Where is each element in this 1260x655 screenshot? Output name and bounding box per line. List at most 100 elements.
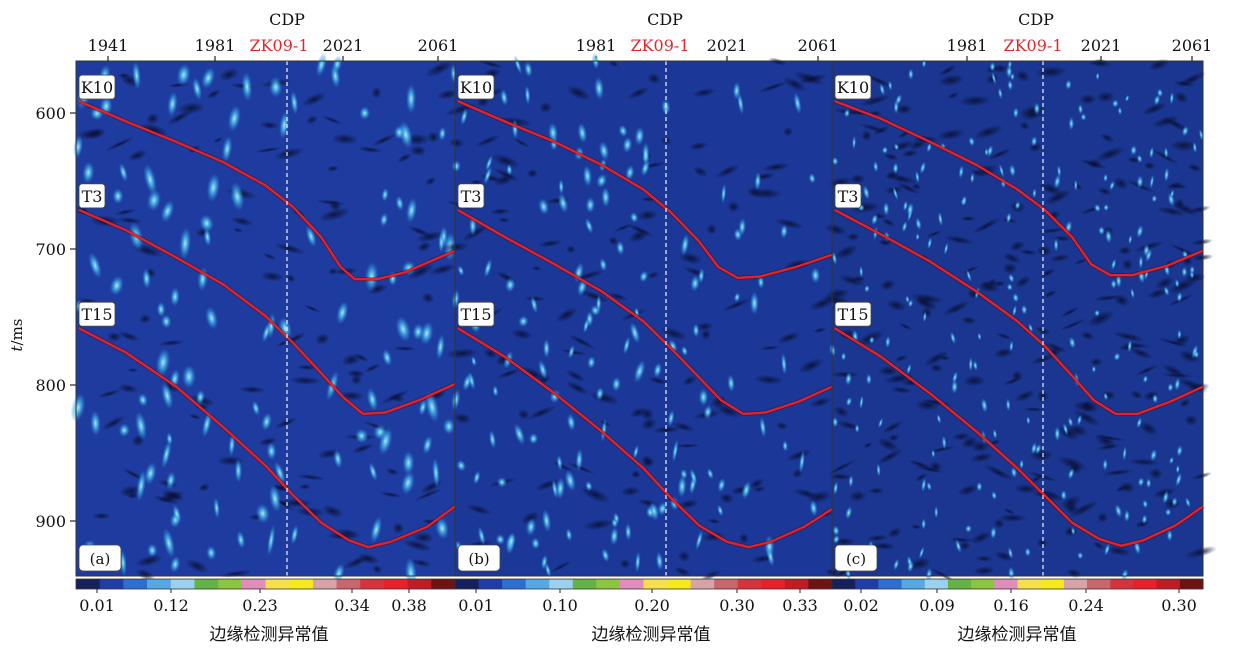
y-axis-label: t/ms xyxy=(8,318,26,351)
colorbar-swatch xyxy=(194,579,219,589)
colorbar-swatch xyxy=(360,579,385,589)
colorbar-swatch xyxy=(123,579,148,589)
colorbar-tick-label: 0.30 xyxy=(719,596,755,615)
horizon-label-t3: T3 xyxy=(82,187,103,206)
cdp-tick-label: 2021 xyxy=(1081,36,1122,55)
colorbar-swatch xyxy=(643,579,668,589)
horizon-line-t15 xyxy=(78,327,456,549)
colorbar-swatch xyxy=(1040,579,1065,589)
horizons-a: K10 T3 T15 xyxy=(77,74,457,550)
colorbar-swatch xyxy=(714,579,739,589)
colorbar-swatch xyxy=(289,579,314,589)
panel-c: CDP 1981 2021 2061 ZK09-1 K10 T3 T15 (c) 0.0… xyxy=(821,10,1218,645)
well-label-c: ZK09-1 xyxy=(1003,36,1062,55)
colorbar-swatch xyxy=(241,579,266,589)
colorbar-swatch xyxy=(1063,579,1088,589)
horizons-c: K10 T3 T15 xyxy=(833,74,1205,548)
horizon-label-k10: K10 xyxy=(460,78,492,97)
colorbar-swatch xyxy=(994,579,1018,589)
colorbar-swatch xyxy=(1110,579,1134,589)
horizon-label-box xyxy=(457,183,485,209)
colorbar-tick-label: 0.01 xyxy=(79,596,115,615)
colorbar-swatch xyxy=(737,579,762,589)
texture-b xyxy=(441,52,837,581)
horizon-label-t15: T15 xyxy=(81,305,112,324)
y-tick-label: 600 xyxy=(35,104,66,123)
cdp-axis-title-c: CDP xyxy=(1018,10,1054,29)
panel-tag-a: (a) xyxy=(90,550,111,568)
horizon-label-k10: K10 xyxy=(81,78,113,97)
well-label-b: ZK09-1 xyxy=(630,36,689,55)
colorbar-swatch xyxy=(761,579,786,589)
colorbar-tick-label: 0.10 xyxy=(542,596,578,615)
cdp-tick-label: 2061 xyxy=(1172,36,1213,55)
colorbar-swatch xyxy=(619,579,644,589)
colorbar-tick-label: 0.20 xyxy=(634,596,670,615)
cdp-tick-label: 1981 xyxy=(576,36,617,55)
colorbar-swatch xyxy=(525,579,550,589)
colorbar-swatch xyxy=(1156,579,1181,589)
colorbar-swatch xyxy=(336,579,361,589)
colorbar-tick-label: 0.24 xyxy=(1068,596,1104,615)
colorbar-swatch xyxy=(572,579,597,589)
cdp-ticks-b: 1981 2021 2061 xyxy=(576,36,839,61)
well-label-a: ZK09-1 xyxy=(249,36,308,55)
panel-tag-b: (b) xyxy=(468,550,489,568)
cdp-tick-label: 2021 xyxy=(707,36,748,55)
colorbar-swatch xyxy=(383,579,409,589)
colorbar-tick-label: 0.23 xyxy=(242,596,278,615)
colorbar-swatch xyxy=(1133,579,1158,589)
cdp-tick-label: 1981 xyxy=(947,36,988,55)
colorbar-a: 0.01 0.12 0.23 0.34 0.38 xyxy=(75,578,456,615)
horizon-line-t15 xyxy=(834,327,1204,547)
colorbar-swatch xyxy=(502,579,527,589)
colorbar-swatch xyxy=(170,579,195,589)
panel-tag-c: (c) xyxy=(846,550,866,568)
cdp-tick-label: 1941 xyxy=(88,36,129,55)
colorbar-swatch xyxy=(690,579,715,589)
colorbar-swatch xyxy=(407,579,432,589)
panel-bg-c xyxy=(832,61,1203,576)
colorbar-swatch xyxy=(1017,579,1042,589)
horizon-line-k10 xyxy=(834,99,1204,277)
cdp-tick-label: 2061 xyxy=(798,36,839,55)
colorbar-swatch xyxy=(924,579,949,589)
colorbar-tick-label: 0.12 xyxy=(153,596,189,615)
colorbar-swatch xyxy=(549,579,574,589)
horizon-line-t3 xyxy=(457,208,833,416)
cdp-ticks-c: 1981 2021 2061 xyxy=(947,36,1213,61)
cdp-tick-label: 1981 xyxy=(195,36,236,55)
colorbar-swatch xyxy=(855,579,879,589)
horizon-label-t15: T15 xyxy=(460,305,491,324)
y-tick-label: 700 xyxy=(35,240,66,259)
colorbar-swatch xyxy=(878,579,903,589)
horizon-line-t3 xyxy=(78,208,456,416)
colorbar-swatch xyxy=(947,579,972,589)
colorbar-swatch xyxy=(76,579,101,589)
cdp-ticks-a: 1941 1981 2021 2061 xyxy=(88,36,459,61)
y-axis: t/ms 600 700 800 900 xyxy=(8,104,76,531)
y-tick-label: 900 xyxy=(35,512,66,531)
colorbar-swatch xyxy=(478,579,503,589)
cdp-axis-title-a: CDP xyxy=(269,10,305,29)
horizon-label-box xyxy=(78,74,116,100)
colorbar-swatch xyxy=(901,579,926,589)
panel-a: CDP 1941 1981 2021 2061 ZK09-1 K10 T3 T15 (a)… xyxy=(70,10,460,645)
horizon-label-t3: T3 xyxy=(838,187,859,206)
colorbar-tick-label: 0.01 xyxy=(458,596,494,615)
horizon-label-box xyxy=(457,301,495,327)
colorbar-label-c: 边缘检测异常值 xyxy=(958,625,1077,645)
cdp-tick-label: 2021 xyxy=(323,36,364,55)
horizon-label-t3: T3 xyxy=(461,187,482,206)
cdp-tick-label: 2061 xyxy=(418,36,459,55)
colorbar-swatch xyxy=(455,579,480,589)
horizon-label-box xyxy=(834,183,862,209)
horizon-line-k10 xyxy=(457,99,833,280)
horizon-label-t15: T15 xyxy=(837,305,868,324)
colorbar-tick-label: 0.30 xyxy=(1161,596,1197,615)
horizon-label-box xyxy=(78,301,116,327)
horizon-line-k10 xyxy=(78,99,456,281)
colorbar-swatch xyxy=(808,579,833,589)
horizon-label-k10: K10 xyxy=(837,78,869,97)
cdp-axis-title-b: CDP xyxy=(647,10,683,29)
